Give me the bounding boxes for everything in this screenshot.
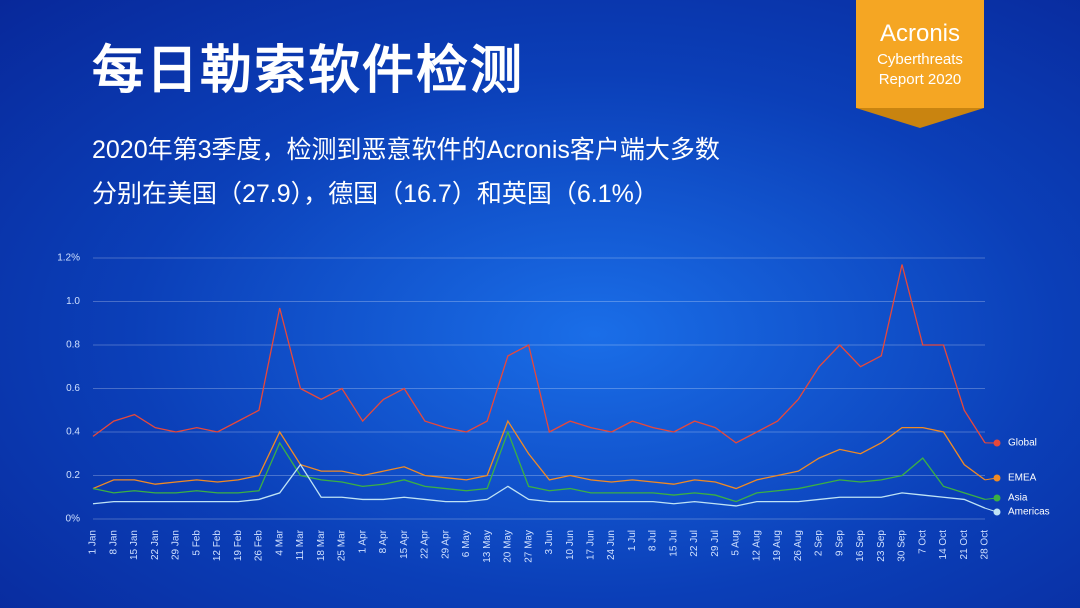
x-tick-label: 28 Oct [980,530,991,560]
x-tick-label: 2 Sep [814,530,825,557]
y-tick-label: 0% [66,514,81,525]
x-tick-label: 5 Feb [191,530,202,556]
legend-label: Americas [1008,507,1050,518]
badge-text: Report 2020 [878,71,962,88]
x-tick-label: 22 Jul [689,530,700,557]
x-tick-label: 15 Jan [129,530,140,560]
x-tick-label: 26 Aug [793,530,804,561]
x-tick-label: 22 Jan [150,530,161,560]
legend-dot [993,508,1001,516]
legend-label: Asia [1008,493,1028,504]
x-tick-label: 24 Jun [606,530,617,560]
x-tick-label: 15 Jul [668,530,679,557]
x-tick-label: 25 Mar [337,529,348,561]
x-tick-label: 22 Apr [420,529,431,559]
series-line [92,430,986,503]
legend-dot [993,494,1001,502]
x-tick-label: 12 Aug [751,530,762,561]
subtitle-line: 2020年第3季度，检测到恶意软件的Acronis客户端大多数 [92,136,720,164]
y-tick-label: 0.4 [66,427,80,438]
x-tick-label: 1 Jul [627,530,638,551]
x-tick-label: 27 May [523,530,534,563]
legend-label: Global [1008,438,1037,449]
x-tick-label: 12 Feb [212,530,223,562]
x-tick-label: 1 Apr [357,529,368,553]
x-tick-label: 19 Feb [233,530,244,562]
x-tick-label: 20 May [503,530,514,563]
x-tick-label: 11 Mar [295,529,306,560]
legend-dot [993,439,1001,447]
y-tick-label: 0.8 [66,340,80,351]
x-tick-label: 1 Jan [88,530,99,554]
x-tick-label: 10 Jun [565,530,576,560]
x-tick-label: 8 Jan [108,530,119,554]
x-tick-label: 21 Oct [959,530,970,560]
x-tick-label: 3 Jun [544,530,555,554]
x-tick-label: 13 May [482,530,493,563]
x-tick-label: 23 Sep [876,530,887,562]
x-tick-label: 29 Jul [710,530,721,557]
x-tick-label: 30 Sep [897,530,908,562]
badge-brand: Acronis [879,20,961,47]
series-line [92,264,986,444]
badge-text: Cyberthreats [877,51,963,68]
x-tick-label: 8 Apr [378,529,389,553]
x-tick-label: 9 Sep [834,530,845,557]
y-tick-label: 0.6 [66,383,80,394]
x-tick-label: 18 Mar [316,529,327,561]
series-line [92,463,986,509]
x-tick-label: 19 Aug [772,530,783,561]
x-tick-label: 29 Jan [171,530,182,560]
x-tick-label: 4 Mar [274,529,285,555]
x-tick-label: 8 Jul [648,530,659,551]
x-tick-label: 14 Oct [938,530,949,560]
series-line [92,419,986,490]
x-tick-label: 26 Feb [254,530,265,562]
x-tick-label: 17 Jun [586,530,597,560]
y-tick-label: 1.0 [66,296,80,307]
x-tick-label: 29 Apr [440,529,451,559]
legend-dot [993,474,1001,482]
slide-title: 每日勒索软件检测 [92,42,525,100]
x-tick-label: 6 May [461,530,472,557]
y-tick-label: 1.2% [57,253,80,264]
x-tick-label: 15 Apr [399,529,410,559]
report-badge: Acronis Cyberthreats Report 2020 [856,0,984,128]
x-tick-label: 5 Aug [731,530,742,556]
x-tick-label: 16 Sep [855,530,866,562]
x-tick-label: 7 Oct [917,530,928,554]
y-tick-label: 0.2 [66,470,80,481]
subtitle-line: 分别在美国（27.9），德国（16.7）和英国（6.1%） [92,180,659,208]
legend-label: EMEA [1008,473,1037,484]
